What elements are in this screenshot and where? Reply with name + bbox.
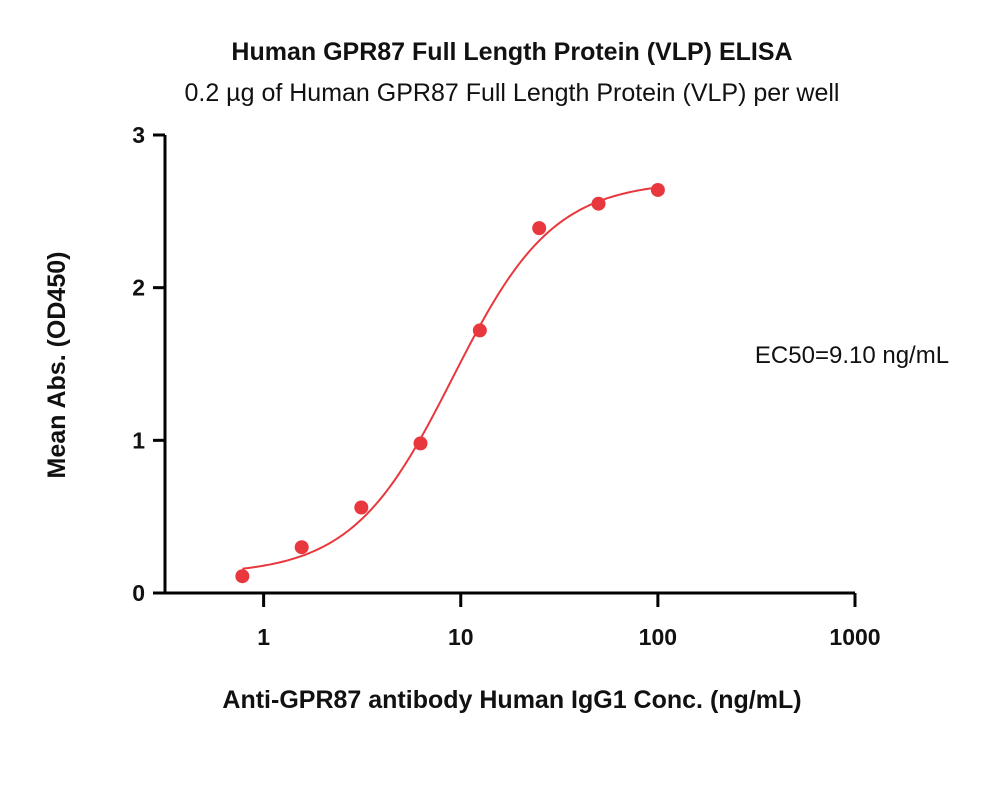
fit-curve xyxy=(242,186,659,570)
data-point xyxy=(532,221,547,236)
chart-title: Human GPR87 Full Length Protein (VLP) EL… xyxy=(231,38,792,66)
data-points xyxy=(235,182,665,584)
y-tick-label: 1 xyxy=(132,427,145,453)
x-tick-label: 100 xyxy=(639,624,677,650)
x-axis-label: Anti-GPR87 antibody Human IgG1 Conc. (ng… xyxy=(222,686,801,714)
data-point xyxy=(413,436,428,451)
data-point xyxy=(294,540,309,555)
y-axis-label: Mean Abs. (OD450) xyxy=(43,252,71,479)
ec50-annotation: EC50=9.10 ng/mL xyxy=(755,342,949,369)
x-ticks: 1 10 100 1000 xyxy=(257,593,881,650)
data-point xyxy=(472,323,487,338)
y-ticks: 0 1 2 3 xyxy=(132,122,165,606)
data-point xyxy=(235,569,250,584)
chart-subtitle: 0.2 µg of Human GPR87 Full Length Protei… xyxy=(184,79,839,107)
y-tick-label: 0 xyxy=(132,580,145,606)
y-tick-label: 2 xyxy=(132,275,145,301)
data-point xyxy=(650,182,665,197)
x-tick-label: 1 xyxy=(257,624,270,650)
x-tick-label: 10 xyxy=(448,624,474,650)
data-point xyxy=(591,196,606,211)
y-tick-label: 3 xyxy=(132,122,145,148)
axes xyxy=(163,135,855,595)
data-point xyxy=(354,500,369,515)
x-tick-label: 1000 xyxy=(829,624,880,650)
